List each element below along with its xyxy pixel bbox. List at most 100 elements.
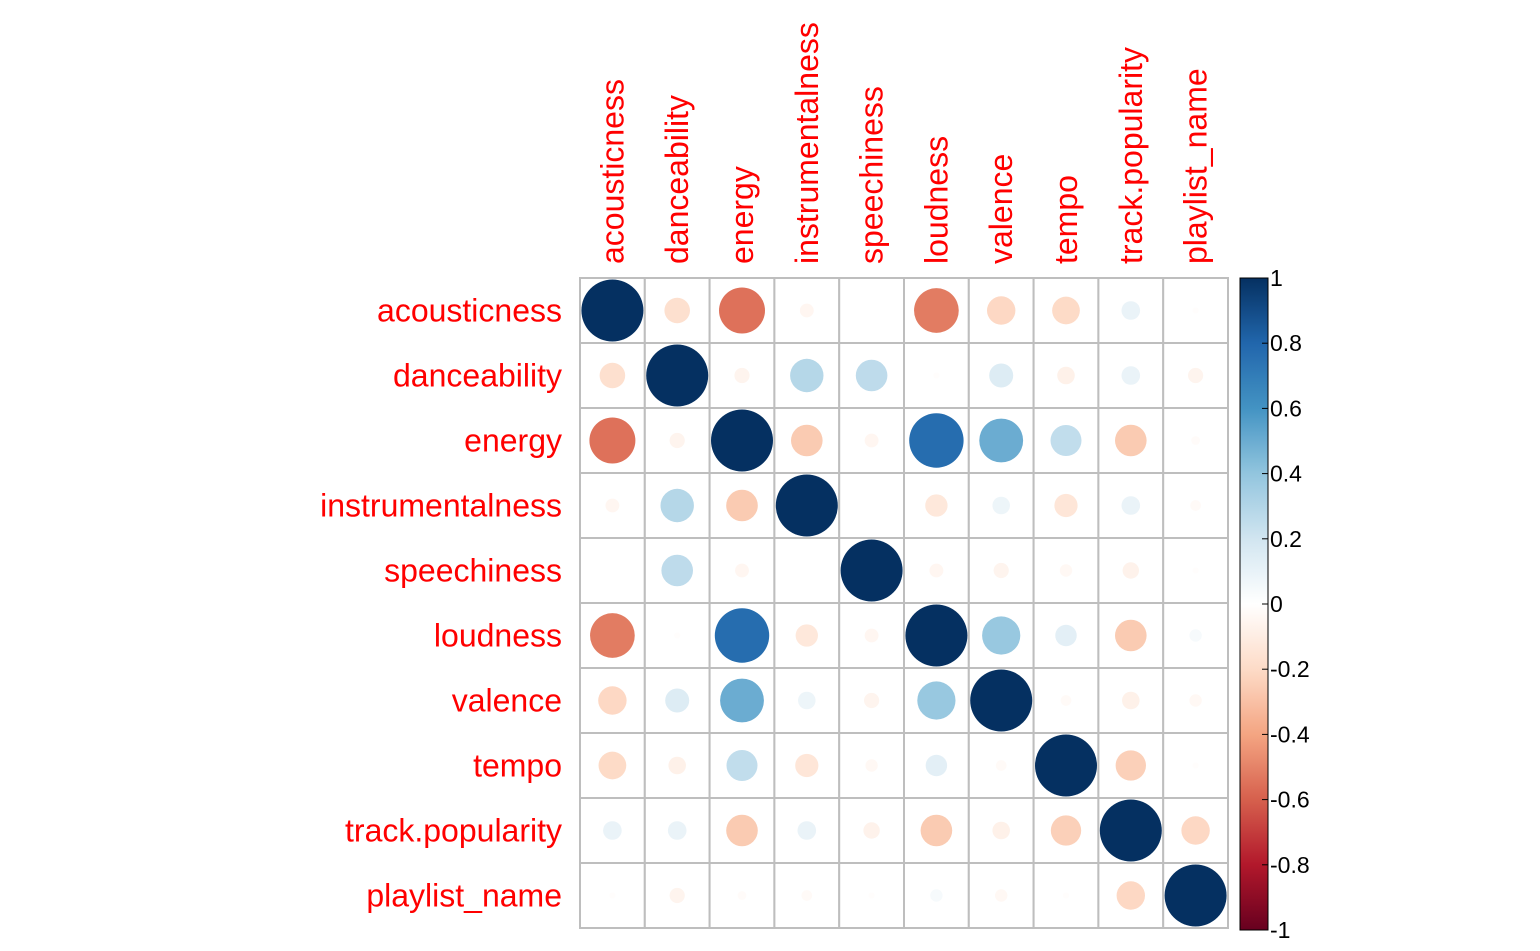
correlation-circle-energy-danceability	[669, 432, 685, 449]
row-label: acousticness	[377, 293, 562, 329]
colorbar-tick-label: -0.4	[1270, 721, 1310, 747]
correlation-circle-loudness-tempo	[1055, 624, 1077, 647]
correlation-circle-acousticness-energy	[719, 287, 765, 334]
correlation-circle-speechiness-valence	[993, 562, 1009, 579]
grid-cell	[838, 472, 906, 539]
grid-cell	[1162, 667, 1229, 734]
correlation-circle-track.popularity-track.popularity	[1099, 799, 1162, 862]
correlation-circle-tempo-danceability	[668, 756, 686, 775]
colorbar-tick-label: -0.6	[1270, 787, 1310, 813]
correlation-circle-loudness-acousticness	[590, 613, 635, 658]
colorbar-tick-label: -0.8	[1270, 852, 1310, 878]
correlation-circle-danceability-tempo	[1057, 366, 1075, 385]
correlation-circle-valence-loudness	[917, 681, 956, 720]
correlation-circle-speechiness-track.popularity	[1122, 562, 1140, 579]
correlation-circle-tempo-energy	[726, 750, 758, 781]
column-label: valence	[983, 154, 1019, 264]
correlation-circle-tempo-loudness	[925, 754, 948, 777]
correlation-circle-instrumentalness-energy	[726, 489, 758, 522]
correlation-circle-danceability-acousticness	[599, 362, 626, 389]
correlation-circle-loudness-energy	[714, 608, 770, 663]
grid-cell	[579, 537, 646, 604]
correlation-circle-loudness-playlist_name	[1189, 629, 1202, 642]
correlation-circle-loudness-valence	[982, 616, 1021, 655]
correlation-circle-acousticness-loudness	[914, 288, 959, 333]
grid-cell	[838, 277, 906, 344]
correlation-circle-playlist_name-track.popularity	[1116, 881, 1146, 910]
column-label: acousticness	[594, 79, 630, 264]
correlation-circle-energy-acousticness	[589, 417, 636, 464]
column-label: track.popularity	[1113, 47, 1149, 264]
grid-cell	[967, 732, 1035, 799]
correlation-circle-loudness-speechiness	[864, 628, 879, 643]
correlation-circle-speechiness-energy	[735, 563, 749, 578]
row-label: instrumentalness	[320, 488, 562, 524]
row-label: valence	[452, 683, 562, 719]
correlation-circle-track.popularity-loudness	[920, 814, 953, 847]
column-label: danceability	[659, 95, 695, 264]
correlation-circle-valence-track.popularity	[1122, 691, 1140, 710]
correlation-circle-track.popularity-tempo	[1050, 815, 1082, 846]
column-label: instrumentalness	[789, 22, 825, 264]
correlation-circle-energy-speechiness	[864, 433, 879, 448]
row-label: danceability	[393, 358, 562, 394]
correlation-circle-playlist_name-energy	[737, 891, 747, 900]
correlation-circle-acousticness-danceability	[664, 297, 690, 324]
correlation-circle-acousticness-valence	[986, 296, 1016, 325]
colorbar-tick-label: 0.2	[1270, 526, 1302, 552]
correlation-circle-playlist_name-danceability	[669, 887, 685, 904]
correlation-circle-playlist_name-playlist_name	[1164, 864, 1227, 927]
correlation-circle-playlist_name-tempo	[1062, 892, 1070, 899]
correlation-circle-energy-instrumentalness	[790, 424, 823, 457]
correlation-circle-instrumentalness-playlist_name	[1190, 500, 1201, 511]
correlation-circle-valence-speechiness	[864, 692, 880, 709]
correlation-circle-speechiness-loudness	[929, 563, 944, 578]
row-labels: acousticness danceability energy instrument…	[320, 293, 562, 914]
correlation-circles	[581, 279, 1227, 927]
correlation-circle-acousticness-tempo	[1052, 296, 1080, 325]
correlation-circle-playlist_name-acousticness	[609, 892, 616, 899]
correlation-circle-tempo-acousticness	[598, 751, 627, 780]
correlation-circle-tempo-track.popularity	[1115, 750, 1146, 781]
correlation-circle-loudness-loudness	[905, 604, 968, 667]
correlation-circle-acousticness-track.popularity	[1121, 301, 1141, 320]
column-label: speechiness	[854, 86, 890, 264]
correlation-circle-danceability-instrumentalness	[790, 358, 824, 393]
correlation-circle-valence-energy	[720, 678, 764, 723]
column-label: energy	[724, 166, 760, 264]
grid-cell	[1162, 407, 1229, 474]
grid-cell	[1162, 797, 1229, 864]
correlation-circle-speechiness-speechiness	[840, 539, 903, 602]
correlation-circle-track.popularity-playlist_name	[1181, 816, 1210, 845]
correlation-circle-danceability-loudness	[933, 372, 940, 379]
correlation-circle-valence-valence	[970, 669, 1033, 732]
row-label: speechiness	[384, 553, 562, 589]
correlation-circle-instrumentalness-acousticness	[605, 498, 620, 513]
correlation-circle-instrumentalness-instrumentalness	[775, 474, 838, 537]
correlation-circle-energy-tempo	[1050, 425, 1082, 456]
grid-cell	[643, 407, 711, 474]
grid-cell	[773, 537, 841, 604]
correlation-circle-track.popularity-instrumentalness	[797, 821, 817, 840]
correlation-circle-speechiness-danceability	[661, 554, 694, 587]
correlation-circle-valence-tempo	[1060, 695, 1072, 706]
colorbar-tick-label: 0	[1270, 591, 1283, 617]
correlation-circle-energy-track.popularity	[1114, 424, 1147, 457]
row-label: loudness	[434, 618, 562, 654]
column-label: playlist_name	[1178, 68, 1214, 264]
correlation-circle-valence-playlist_name	[1189, 694, 1202, 707]
correlation-circle-instrumentalness-track.popularity	[1121, 496, 1141, 515]
correlation-circle-valence-acousticness	[598, 686, 627, 715]
correlation-circle-danceability-playlist_name	[1188, 367, 1204, 384]
row-label: playlist_name	[366, 878, 562, 914]
colorbar-tick-label: -0.2	[1270, 656, 1310, 682]
correlation-circle-playlist_name-loudness	[930, 889, 943, 902]
correlation-circle-danceability-energy	[734, 367, 750, 384]
correlation-circle-valence-instrumentalness	[798, 691, 816, 710]
correlation-circle-valence-danceability	[665, 688, 690, 713]
row-label: energy	[464, 423, 562, 459]
correlation-circle-tempo-tempo	[1035, 734, 1097, 797]
correlation-circle-danceability-track.popularity	[1121, 366, 1141, 385]
column-label: tempo	[1048, 175, 1084, 264]
